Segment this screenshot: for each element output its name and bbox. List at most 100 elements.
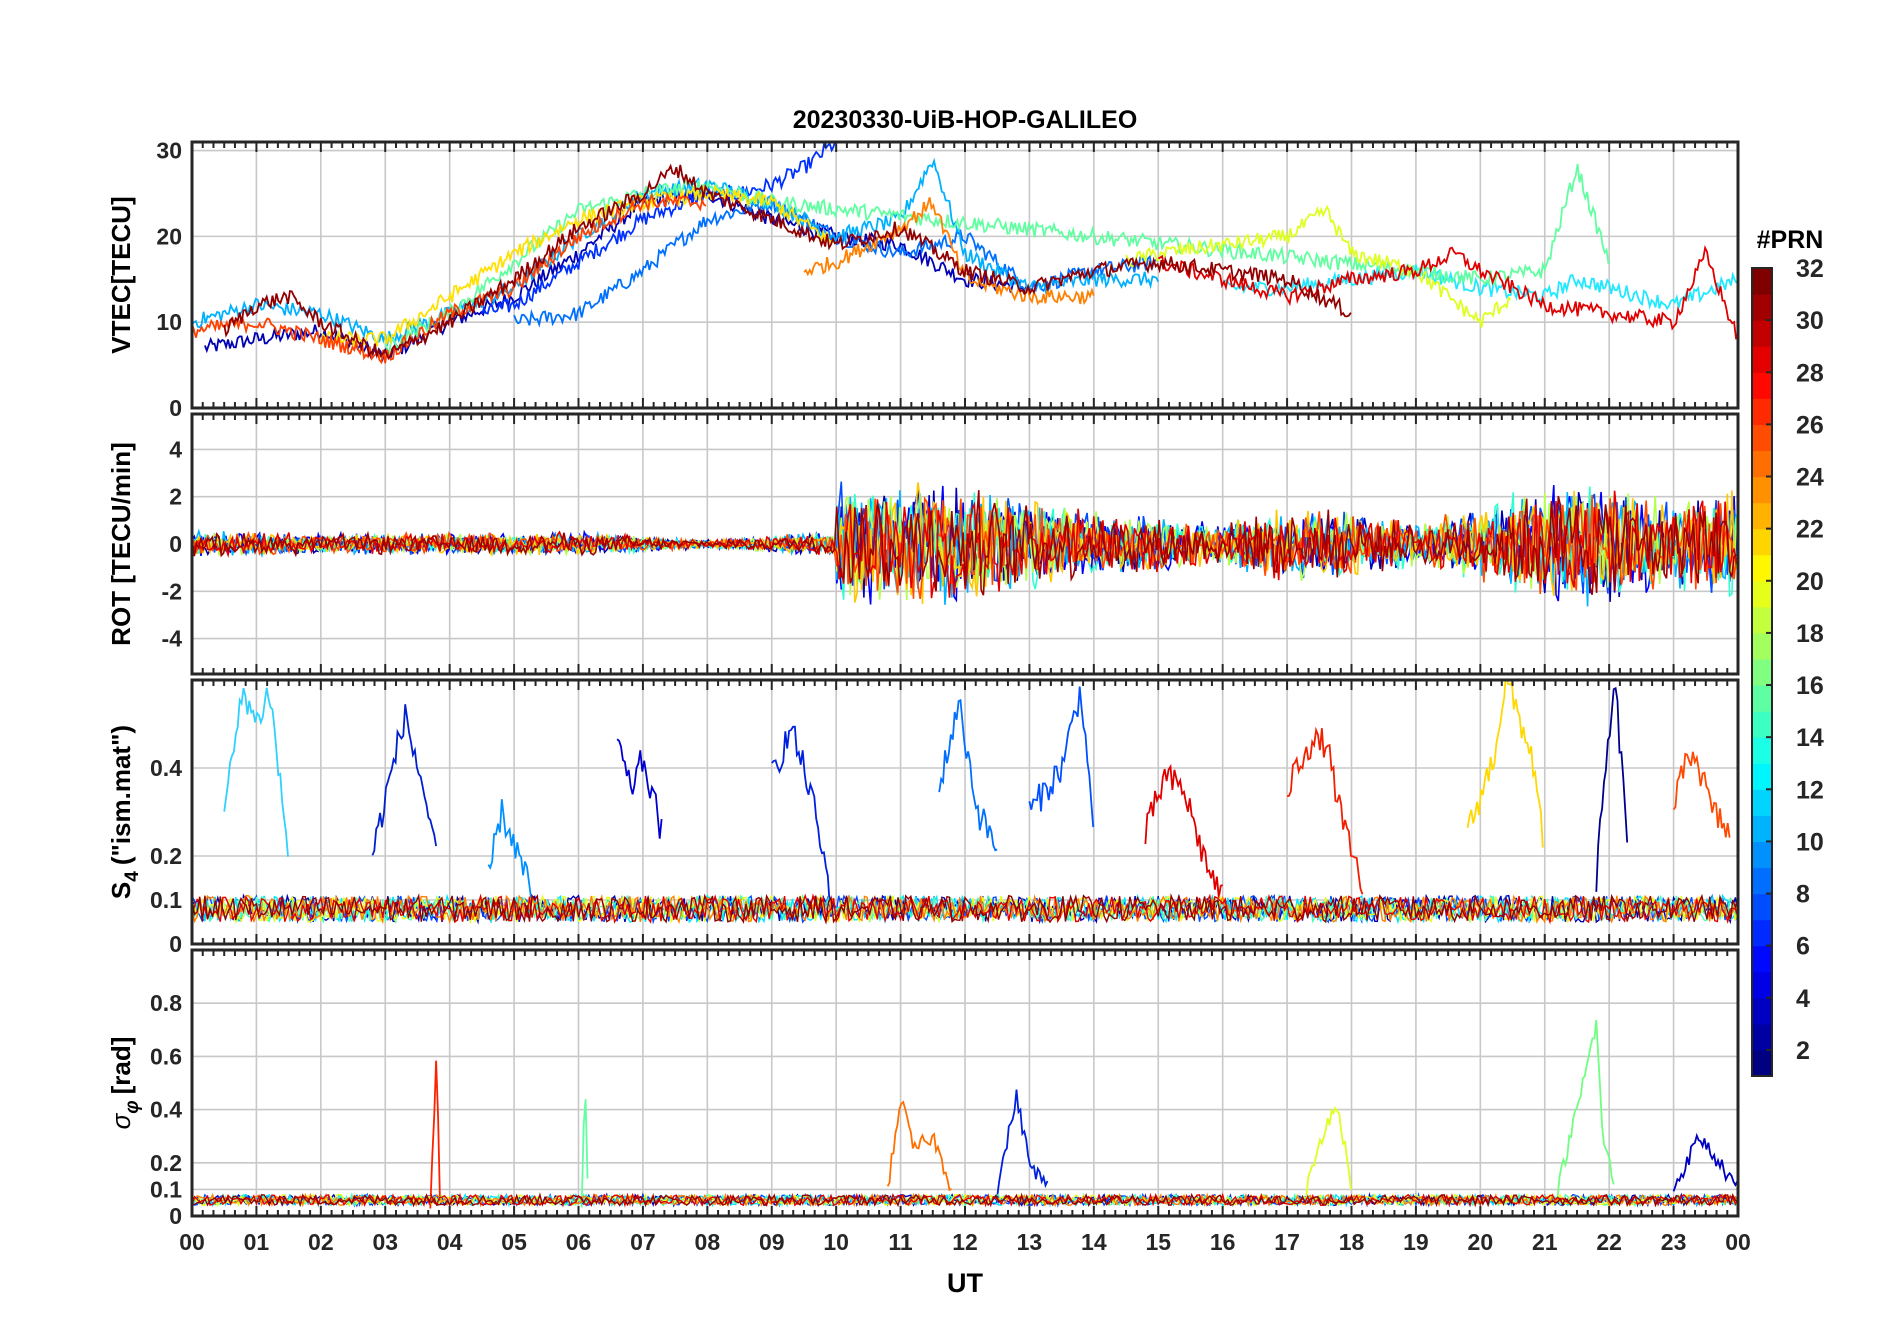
colorbar-segment <box>1752 294 1772 321</box>
colorbar-segment <box>1752 919 1772 947</box>
colorbar-segment <box>1752 893 1772 921</box>
colorbar-segment <box>1752 320 1772 347</box>
y-tick-label: 0.2 <box>150 1150 182 1176</box>
colorbar-segment <box>1752 841 1772 869</box>
x-tick-labels: 00 01 02 03 04 05 06 07 08 09 10 11 12 13 14 15 16 17 18 19… <box>179 1229 1751 1255</box>
colorbar-tick-label: 6 <box>1796 933 1810 961</box>
series-line <box>1157 245 1737 340</box>
series-line <box>580 1099 589 1208</box>
colorbar-tick-label: 12 <box>1796 776 1824 804</box>
background-series-line <box>192 893 1738 925</box>
series-line <box>996 1089 1049 1198</box>
series-line <box>223 163 1352 361</box>
x-tick-label: 05 <box>501 1229 527 1255</box>
y-tick-label: 0.2 <box>150 843 182 869</box>
colorbar-segment <box>1752 580 1772 608</box>
colorbar-tick-label: 22 <box>1796 516 1824 544</box>
colorbar-tick-label: 28 <box>1796 359 1824 387</box>
y-axis-label: σφ[rad] <box>106 1037 143 1130</box>
y-tick-label: 0.6 <box>150 1043 182 1069</box>
x-tick-label: 15 <box>1145 1229 1171 1255</box>
x-tick-label: 20 <box>1468 1229 1494 1255</box>
colorbar-tick-label: 16 <box>1796 672 1824 700</box>
series-line <box>616 738 663 839</box>
x-tick-label: 09 <box>759 1229 785 1255</box>
vtec-panel: 0 10 20 30 VTEC[TECU] <box>106 138 1740 421</box>
y-tick-label: 0.1 <box>150 1176 182 1202</box>
colorbar-label: #PRN <box>1757 226 1824 254</box>
colorbar-segment <box>1752 268 1772 295</box>
y-tick-label: 4 <box>169 436 182 462</box>
background-series-line <box>192 893 1738 925</box>
y-tick-label: 0.4 <box>150 1097 182 1123</box>
y-tick-label: 0 <box>169 531 182 557</box>
series-line <box>1672 751 1731 838</box>
x-tick-label: 10 <box>823 1229 849 1255</box>
x-tick-label: 12 <box>952 1229 978 1255</box>
y-axis-label: ROT [TECU/min] <box>106 442 136 646</box>
x-tick-label: 04 <box>437 1229 463 1255</box>
y-axis-label: VTEC[TECU] <box>106 196 136 353</box>
x-axis-label: UT <box>947 1268 983 1298</box>
colorbar-segment <box>1752 606 1772 634</box>
y-tick-label: 0.4 <box>150 755 182 781</box>
x-tick-label: 17 <box>1274 1229 1300 1255</box>
x-tick-label: 00 <box>1725 1229 1751 1255</box>
colorbar-tick-label: 10 <box>1796 828 1824 856</box>
colorbar-segment <box>1752 1049 1772 1077</box>
y-tick-label: 0.1 <box>150 887 182 913</box>
colorbar-segment <box>1752 450 1772 478</box>
colorbar-tick-label: 18 <box>1796 620 1824 648</box>
series-line <box>938 698 998 852</box>
series-line <box>886 1100 952 1192</box>
figure-title: 20230330-UiB-HOP-GALILEO <box>793 106 1138 134</box>
x-tick-label: 19 <box>1403 1229 1429 1255</box>
series-line <box>223 687 289 857</box>
colorbar-segment <box>1752 763 1772 790</box>
colorbar-segment <box>1752 476 1772 504</box>
y-tick-label: 0 <box>169 931 182 957</box>
colorbar-segment <box>1752 424 1772 452</box>
colorbar-segment <box>1752 971 1772 999</box>
series-line <box>1125 204 1512 328</box>
colorbar-segment <box>1752 528 1772 556</box>
colorbar-segment <box>1752 1023 1772 1051</box>
background-series-line <box>192 1192 1738 1208</box>
series-line <box>803 197 1095 306</box>
x-tick-label: 02 <box>308 1229 334 1255</box>
series-line <box>1286 726 1364 895</box>
y-tick-label: 20 <box>156 223 182 249</box>
y-tick-label: 10 <box>156 309 182 335</box>
colorbar-tick-label: 8 <box>1796 881 1810 909</box>
colorbar-segment <box>1752 658 1772 686</box>
y-tick-label: -4 <box>162 626 183 652</box>
y-tick-label: 0 <box>169 395 182 421</box>
x-tick-label: 22 <box>1596 1229 1622 1255</box>
colorbar-tick-label: 14 <box>1796 724 1824 752</box>
series-line <box>1466 680 1544 848</box>
s4-panel: 0 0.1 0.2 0.4 S4("ism.mat") <box>106 678 1740 957</box>
colorbar-tick-label: 4 <box>1796 985 1810 1013</box>
y-tick-label: 2 <box>169 484 182 510</box>
x-tick-label: 03 <box>372 1229 398 1255</box>
colorbar-segment <box>1752 737 1772 764</box>
y-tick-label: -2 <box>162 578 182 604</box>
colorbar-segment <box>1752 945 1772 973</box>
colorbar-segment <box>1752 372 1772 399</box>
x-tick-label: 13 <box>1017 1229 1043 1255</box>
series-line <box>371 704 437 856</box>
colorbar-tick-label: 20 <box>1796 568 1824 596</box>
series-line <box>1672 1132 1738 1192</box>
series-line <box>429 1060 441 1209</box>
colorbar-segment <box>1752 789 1772 816</box>
colorbar-segment <box>1752 997 1772 1025</box>
rot-panel: -4 -2 0 2 4 ROT [TECU/min] <box>106 412 1740 676</box>
background-series-line <box>192 1192 1738 1208</box>
series-line <box>1144 763 1224 898</box>
x-tick-label: 18 <box>1339 1229 1365 1255</box>
rot-series-line <box>192 490 1737 596</box>
colorbar-segment <box>1752 346 1772 373</box>
background-series-line <box>192 893 1738 925</box>
